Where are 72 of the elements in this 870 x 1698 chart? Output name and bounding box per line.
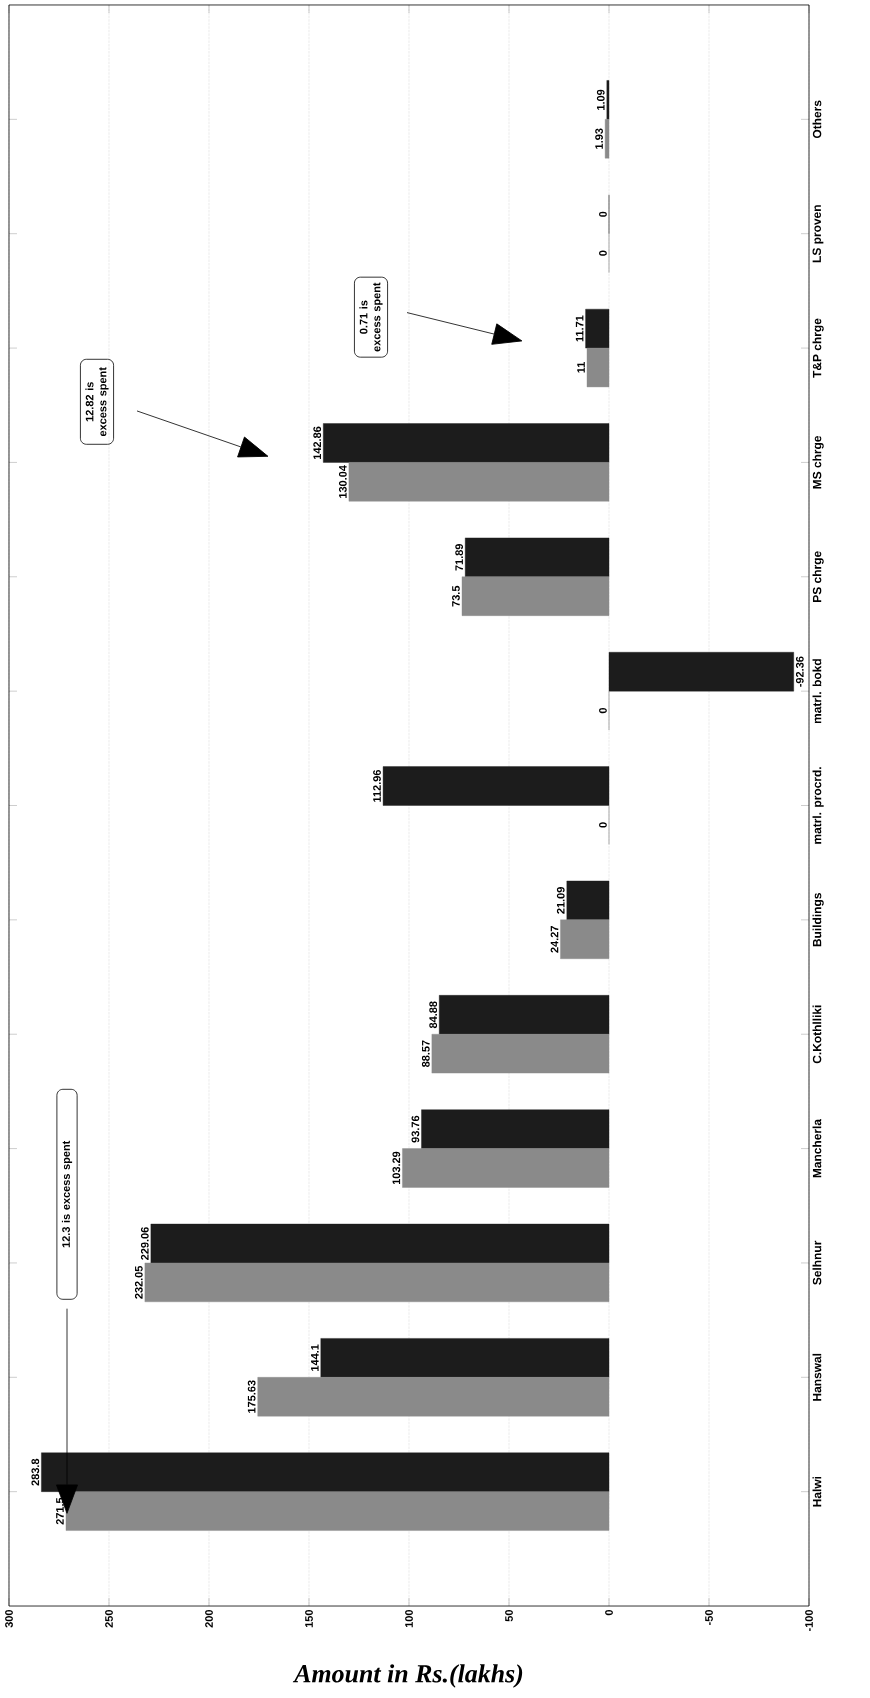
data-label: 0 [599,707,607,714]
y-tick-label: T&P chrge [812,318,824,378]
x-tick-label: 100 [405,1610,413,1628]
y-tick-label: Selhnur [812,1240,822,1285]
data-label: 11.71 [575,315,584,342]
data-label: 73.5 [452,585,460,607]
data-label: 103.29 [392,1151,401,1185]
bar [150,1223,610,1264]
bar [560,919,610,959]
x-axis-title: Amount in Rs.(lakhs) [292,1664,523,1688]
annotation: 12.82 is excess spent [85,367,109,437]
annotation: 0.71 is excess spent [359,282,383,352]
data-label: 84.88 [429,1001,438,1029]
data-label: 88.57 [421,1040,430,1068]
bar [461,576,610,616]
data-label: 229.06 [140,1227,149,1260]
bar [439,995,610,1035]
bar [585,308,610,349]
y-tick-label: LS proven [812,205,824,263]
y-tick-label: PS chrge [812,551,824,602]
bar [144,1262,610,1303]
bar [604,119,610,159]
data-label: 11 [577,362,585,373]
y-tick-label: Halwi [812,1476,822,1507]
y-tick-label: Hanswal [812,1353,822,1401]
x-tick-label: -50 [705,1609,713,1625]
bar [465,537,610,577]
bar [586,347,610,388]
bar [421,1109,610,1149]
y-tick-label: MS chrge [812,435,824,489]
bar [257,1377,610,1417]
y-tick-label: Buildings [812,893,824,947]
y-tick-label: Mancherla [812,1118,822,1178]
data-label: 0 [599,822,607,828]
bar [323,423,610,463]
data-label: 232.05 [134,1265,143,1299]
data-label: -92.36 [795,656,804,687]
bar [348,462,610,502]
x-tick-label: 150 [305,1610,313,1628]
bar [431,1034,610,1074]
data-label: 142.86 [313,426,322,460]
bar [566,880,610,921]
bar [608,652,794,692]
data-label: 71.89 [455,544,464,571]
data-label: 93.76 [411,1115,420,1143]
data-label: 144.1 [311,1344,319,1371]
data-label: 0 [599,211,607,217]
bar [320,1338,610,1378]
data-label: 0 [599,250,607,256]
data-label: 24.27 [550,926,559,953]
x-tick-label: 200 [205,1610,213,1628]
data-label: 130.04 [338,465,347,498]
bar [382,766,610,806]
x-tick-label: 50 [505,1609,513,1622]
bar [402,1148,610,1188]
bar [41,1452,610,1492]
x-tick-label: 300 [5,1610,13,1628]
y-tick-label: matrl. procrd. [812,767,824,844]
data-label: 1.93 [595,128,603,149]
bar [606,80,610,120]
data-label: 283.8 [31,1458,40,1486]
data-label: 1.09 [596,89,605,110]
annotation: 12.3 is excess spent [61,1140,73,1248]
x-tick-label: -100 [805,1610,813,1632]
y-tick-label: C.Kothlliki [812,1005,822,1064]
x-tick-label: 250 [105,1610,113,1628]
data-label: 21.09 [556,887,565,914]
y-tick-label: matrl. bokd [812,659,822,724]
x-tick-label: 0 [605,1609,613,1616]
y-tick-label: Others [812,100,822,139]
data-label: 175.63 [247,1380,256,1413]
data-label: 112.96 [373,770,381,802]
